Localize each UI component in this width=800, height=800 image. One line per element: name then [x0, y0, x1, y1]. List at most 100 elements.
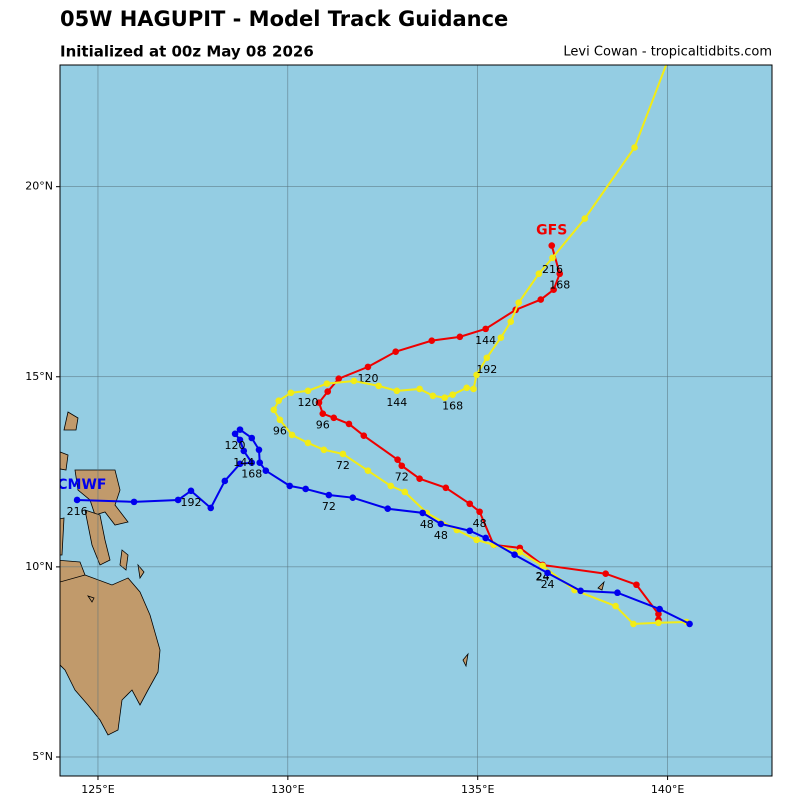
track-point	[236, 460, 244, 468]
track-point	[73, 496, 81, 504]
forecast-hour-label: 144	[475, 334, 496, 347]
track-point	[437, 520, 445, 528]
track-point	[473, 371, 480, 379]
forecast-hour-label: 144	[233, 456, 254, 469]
track-point	[319, 410, 327, 417]
track-point	[393, 387, 401, 395]
track-point	[255, 446, 263, 454]
track-point	[631, 144, 638, 151]
track-point	[275, 397, 283, 405]
title: 05W HAGUPIT - Model Track Guidance	[60, 7, 508, 31]
x-tick-label: 125°E	[81, 783, 114, 796]
track-point	[398, 462, 406, 470]
track-point	[466, 500, 474, 508]
track-point	[364, 467, 372, 474]
track-point	[287, 389, 295, 397]
track-point	[449, 391, 456, 398]
land	[60, 411, 605, 736]
forecast-hour-label: 192	[181, 496, 202, 509]
track-point	[324, 388, 332, 395]
track-point	[428, 337, 436, 344]
track-point	[655, 610, 662, 618]
map-frame	[59, 64, 773, 777]
track-point	[330, 414, 338, 422]
y-tick-label: 5°N	[32, 750, 53, 763]
track-point	[315, 399, 323, 406]
track-point	[581, 215, 589, 222]
track-point	[256, 459, 264, 467]
track-point	[286, 482, 294, 490]
track-point	[612, 602, 619, 610]
track-point	[364, 363, 372, 371]
track-point	[463, 384, 470, 392]
track-point	[304, 439, 312, 447]
x-tick-label: 130°E	[271, 783, 304, 796]
track-point	[511, 551, 518, 559]
forecast-hour-label: 192	[476, 363, 497, 376]
track-point	[221, 477, 229, 485]
track-point	[466, 527, 474, 535]
forecast-hour-label: 72	[336, 459, 350, 472]
forecast-hour-label: 96	[316, 419, 330, 432]
track-point	[473, 536, 480, 544]
track-point	[320, 446, 328, 454]
forecast-hour-label: 72	[395, 471, 409, 484]
y-tick-label: 10°N	[25, 560, 53, 573]
track-point	[419, 509, 426, 517]
track-line	[317, 245, 660, 620]
x-tick-label: 135°E	[461, 783, 494, 796]
track-point	[549, 254, 556, 262]
forecast-hour-label: 48	[420, 518, 434, 531]
track-point	[270, 406, 278, 414]
track-point	[497, 334, 505, 341]
track-point	[516, 548, 524, 556]
forecast-hour-label: 96	[273, 425, 287, 438]
track-point	[482, 325, 489, 333]
track-point	[248, 459, 256, 467]
track-point	[401, 488, 409, 496]
track-point	[442, 484, 450, 492]
forecast-hour-label: 168	[241, 468, 262, 481]
model-label: GFS	[536, 223, 567, 239]
forecast-hour-label: 168	[549, 279, 570, 292]
forecast-hour-label: 48	[434, 529, 448, 542]
track-point	[387, 482, 395, 490]
track-point	[207, 504, 215, 512]
track-point	[375, 382, 382, 390]
track-point	[656, 605, 663, 613]
track-point	[248, 434, 256, 442]
forecast-hour-label: 120	[297, 396, 318, 409]
x-tick-label: 140°E	[651, 783, 684, 796]
credit: Levi Cowan - tropicaltidbits.com	[563, 45, 772, 60]
track-point	[416, 385, 423, 393]
track-point	[550, 286, 557, 294]
track-point	[548, 242, 556, 249]
subtitle: Initialized at 00z May 08 2026	[60, 43, 314, 61]
track-point	[335, 375, 343, 382]
track-point	[577, 587, 584, 595]
track-point	[288, 431, 296, 439]
track-point	[394, 456, 401, 463]
track-point	[544, 569, 551, 577]
forecast-hour-label: 24	[541, 578, 555, 591]
y-tick-label: 15°N	[25, 370, 53, 383]
forecast-hour-label: 72	[322, 500, 336, 513]
track-point	[441, 394, 448, 401]
track-point	[686, 620, 693, 628]
track-point	[429, 392, 437, 400]
track-point	[482, 534, 489, 542]
track-point	[384, 505, 392, 513]
track-point	[325, 491, 333, 499]
track-point	[349, 494, 357, 501]
track-point	[392, 348, 399, 355]
track-point	[360, 432, 368, 440]
track-point	[630, 620, 637, 628]
track-point	[655, 619, 662, 627]
track-point	[174, 496, 182, 504]
track-point	[276, 416, 284, 424]
forecast-hour-label: 48	[473, 517, 487, 530]
track-point	[476, 508, 483, 516]
track-point	[345, 420, 353, 428]
track-point	[236, 426, 244, 433]
track-point	[339, 450, 347, 458]
